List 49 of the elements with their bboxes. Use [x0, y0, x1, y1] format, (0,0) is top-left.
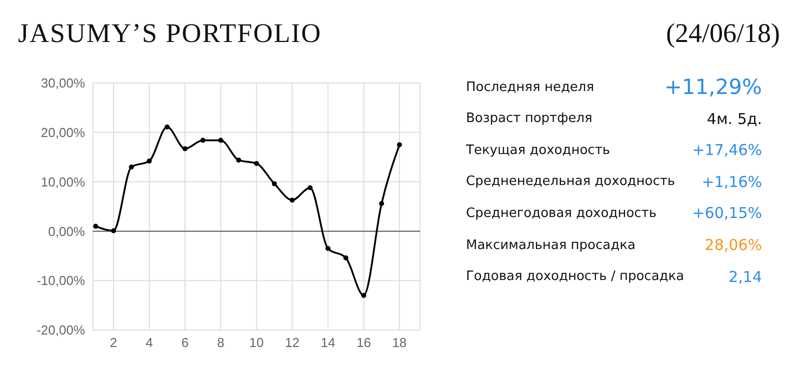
- point: [308, 185, 313, 190]
- x-tick-label: 12: [285, 335, 300, 350]
- chart-title: JASUMY’S PORTFOLIO: [18, 18, 322, 49]
- point: [379, 201, 384, 206]
- point: [218, 138, 224, 143]
- text: +11,29%: [664, 75, 762, 99]
- point: [146, 158, 152, 164]
- y-tick-label: 30,00%: [40, 76, 86, 91]
- x-tick-label: 8: [217, 335, 224, 350]
- y-tick-label: 10,00%: [40, 174, 86, 190]
- text: (24/06/18): [666, 18, 780, 49]
- text: 2,14: [728, 268, 762, 286]
- x-tick-label: 16: [356, 335, 371, 350]
- text: +1,16%: [702, 172, 762, 191]
- point: [128, 164, 134, 170]
- category-label: Последняя неделя: [466, 80, 594, 94]
- category-label: Средненедельная доходность: [466, 174, 676, 190]
- x-tick-label: 2: [110, 335, 118, 350]
- point: [93, 224, 98, 229]
- text: +60,15%: [692, 204, 762, 222]
- point: [182, 146, 188, 152]
- point: [343, 255, 348, 260]
- point: [254, 161, 259, 166]
- point: [272, 181, 277, 186]
- category-label: Возраст портфеля: [466, 111, 592, 126]
- point: [200, 138, 206, 143]
- point: [396, 142, 402, 148]
- y-tick-label: -10,00%: [36, 273, 86, 288]
- category-label: Среднегодовая доходность: [466, 206, 657, 221]
- y-tick-label: 0,00%: [48, 224, 86, 239]
- y-tick-label: 20,00%: [40, 125, 86, 140]
- text: 28,06%: [704, 236, 762, 254]
- category-label: Годовая доходность / просадка: [466, 269, 684, 284]
- point: [111, 228, 116, 234]
- point: [361, 292, 366, 298]
- point: [325, 246, 330, 251]
- x-tick-label: 14: [320, 335, 336, 350]
- y-tick-label: -20,00%: [36, 322, 86, 338]
- point: [290, 198, 295, 203]
- point: [164, 124, 170, 130]
- text: 4м. 5д.: [706, 110, 762, 128]
- category-label: Текущая доходность: [466, 142, 610, 158]
- x-tick-label: 18: [392, 335, 407, 350]
- point: [236, 158, 242, 163]
- category-label: Максимальная просадка: [466, 238, 636, 252]
- text: +17,46%: [692, 141, 762, 160]
- x-tick-label: 4: [146, 335, 153, 350]
- x-tick-label: 10: [249, 335, 264, 350]
- x-tick-label: 6: [181, 335, 189, 350]
